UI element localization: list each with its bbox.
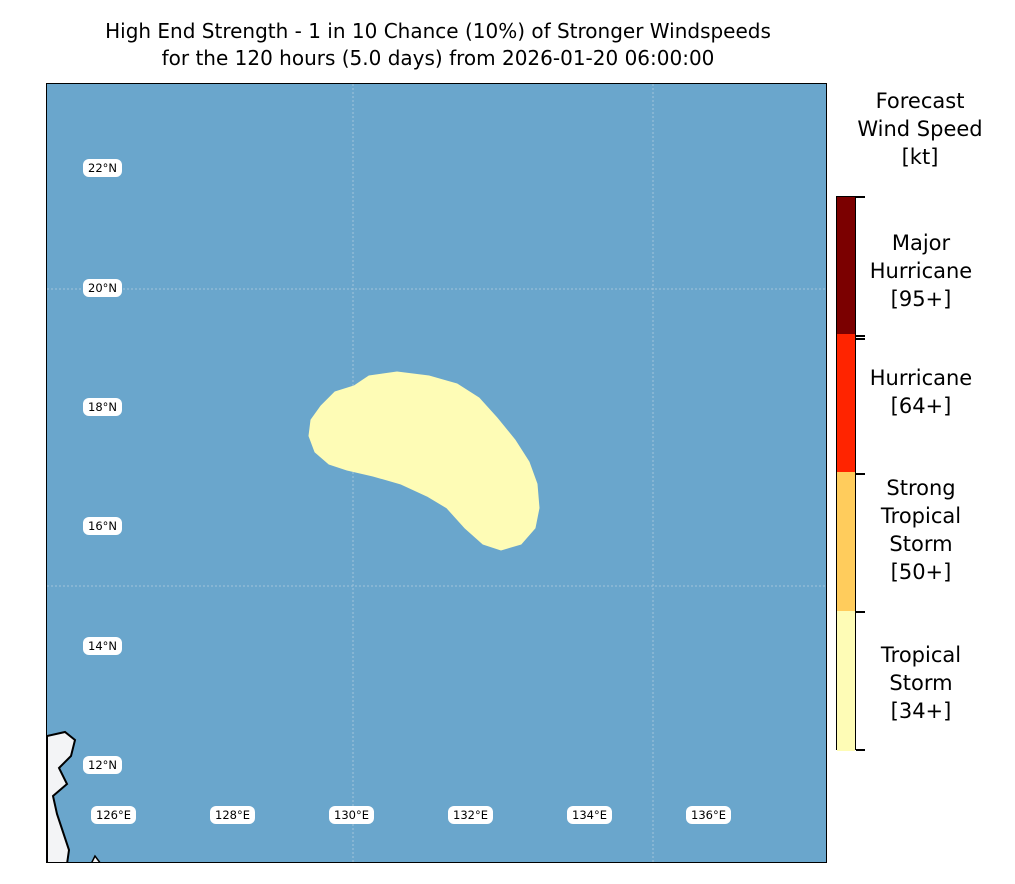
colorbar-label-line: Storm	[889, 532, 953, 556]
colorbar-tick	[856, 196, 865, 198]
colorbar-label-line: [50+]	[890, 560, 952, 584]
lon-label-134e: 134°E	[567, 806, 612, 824]
colorbar-tick	[856, 473, 865, 475]
colorbar-label-hurricane: Hurricane [64+]	[858, 364, 984, 420]
colorbar-label-line: Tropical	[880, 643, 962, 667]
colorbar-label-line: Storm	[889, 671, 953, 695]
colorbar-label-line: [34+]	[890, 699, 952, 723]
lon-label-126e: 126°E	[91, 806, 136, 824]
lon-label-128e: 128°E	[210, 806, 255, 824]
lat-label-16n: 16°N	[83, 517, 122, 535]
lon-label-130e: 130°E	[329, 806, 374, 824]
map-title-line-1: High End Strength - 1 in 10 Chance (10%)…	[105, 19, 771, 43]
map-panel[interactable]: 22°N 20°N 18°N 16°N 14°N 12°N 126°E 128°…	[46, 83, 827, 863]
colorbar-title-line: [kt]	[901, 145, 939, 169]
colorbar-label-line: Major	[891, 231, 951, 255]
colorbar-segment-major-hurricane	[837, 197, 855, 334]
colorbar-tick	[856, 335, 865, 337]
map-canvas	[47, 84, 826, 862]
colorbar	[836, 196, 856, 751]
colorbar-title: Forecast Wind Speed [kt]	[830, 87, 1010, 171]
colorbar-label-strong-tropical-storm: Strong Tropical Storm [50+]	[858, 474, 984, 586]
colorbar-label-line: [95+]	[890, 287, 952, 311]
lat-label-20n: 20°N	[83, 279, 122, 297]
map-title: High End Strength - 1 in 10 Chance (10%)…	[0, 18, 876, 72]
colorbar-tick	[856, 749, 865, 751]
map-title-line-2: for the 120 hours (5.0 days) from 2026-0…	[161, 46, 715, 70]
colorbar-label-major-hurricane: Major Hurricane [95+]	[858, 229, 984, 313]
colorbar-label-line: Strong	[886, 476, 956, 500]
colorbar-tick	[856, 611, 865, 613]
lat-label-22n: 22°N	[83, 159, 122, 177]
gridlines	[47, 84, 826, 862]
forecast-wind-area	[308, 371, 540, 551]
land-mass	[47, 730, 77, 862]
colorbar-label-tropical-storm: Tropical Storm [34+]	[858, 641, 984, 725]
colorbar-tick	[856, 338, 865, 340]
colorbar-label-line: Hurricane	[869, 259, 973, 283]
lon-label-136e: 136°E	[686, 806, 731, 824]
colorbar-title-line: Wind Speed	[857, 117, 983, 141]
colorbar-title-line: Forecast	[875, 89, 965, 113]
colorbar-label-line: [64+]	[890, 394, 952, 418]
lon-label-132e: 132°E	[448, 806, 493, 824]
lat-label-14n: 14°N	[83, 637, 122, 655]
colorbar-label-line: Hurricane	[869, 366, 973, 390]
lat-label-12n: 12°N	[83, 756, 122, 774]
colorbar-label-line: Tropical	[880, 504, 962, 528]
colorbar-segment-tropical-storm	[837, 611, 855, 751]
colorbar-segment-hurricane	[837, 334, 855, 472]
colorbar-segment-strong-tropical-storm	[837, 472, 855, 611]
lat-label-18n: 18°N	[83, 398, 122, 416]
land-fragment	[91, 854, 101, 862]
